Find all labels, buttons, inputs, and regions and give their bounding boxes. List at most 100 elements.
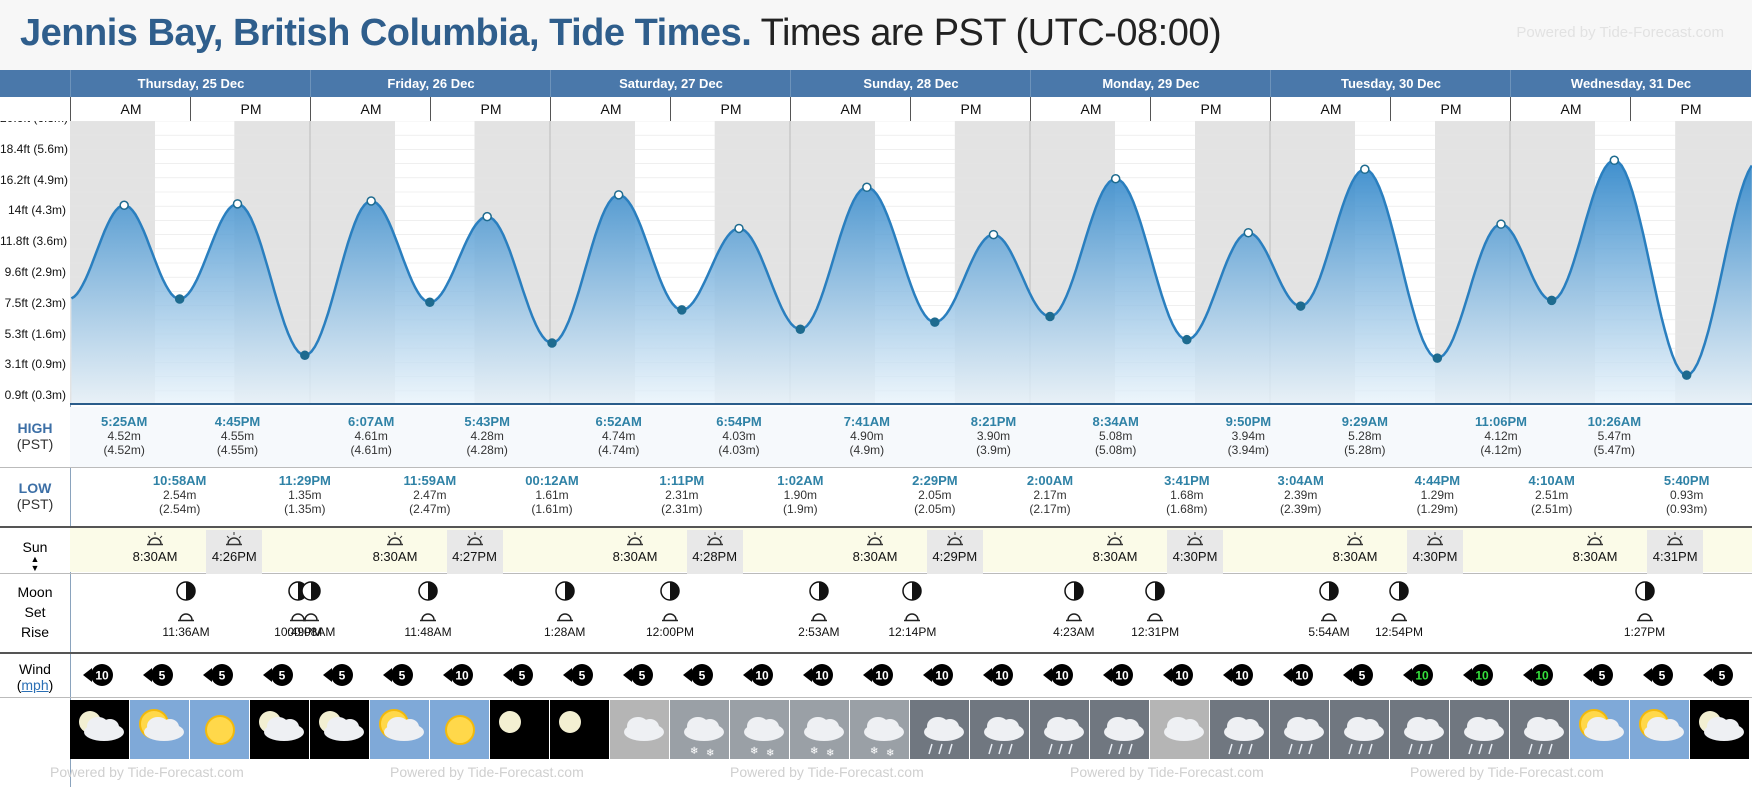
weather-icon-snow: ❄ ❄ [850,700,909,759]
weather-icon-snow: ❄ ❄ [790,700,849,759]
low-row-label: LOW (PST) [0,480,70,512]
low-tide-cell-time: 00:12AM [525,473,579,488]
high-tide-cell-height-paren: (5.28m) [1344,443,1386,457]
high-tide-cell-height: 4.28m [470,429,504,443]
low-tz-label: (PST) [16,496,54,512]
sunrise-cell: 8:30AM [367,530,423,574]
high-tide-cell-time: 7:41AM [843,414,890,429]
sunset-time: 4:30PM [1172,549,1218,564]
moon-event-time: 12:00PM [645,625,695,639]
high-tide-cell: 5:43PM 4.28m (4.28m) [459,415,515,458]
moon-phase-icon [789,580,849,605]
row-divider [0,573,1752,574]
high-tide-cell-time: 6:52AM [595,414,642,429]
sunrise-icon [1087,530,1143,549]
sunrise-icon [367,530,423,549]
high-tide-cell-height: 4.52m [107,429,141,443]
wind-arrow-icon: 10 [1283,664,1313,686]
low-tide-cell: 2:00AM 2.17m (2.17m) [1022,474,1078,517]
wind-speed: 10 [995,669,1009,683]
wind-speed: 10 [935,669,949,683]
high-tide-cell-height-paren: (4.61m) [350,443,392,457]
high-tide-point [1243,227,1254,238]
wind-arrow-icon: 10 [983,664,1013,686]
weather-icon-sun-cloud [1630,700,1689,759]
high-tide-cell: 6:07AM 4.61m (4.61m) [343,415,399,458]
high-tide-cell: 10:26AM 5.47m (5.47m) [1586,415,1642,458]
wind-speed: 5 [699,669,706,683]
wind-label: Wind [19,661,51,677]
weather-icon-night [490,700,549,759]
weather-icon-rain [1450,700,1509,759]
high-tz-label: (PST) [16,436,54,452]
title-timezone: Times are PST (UTC-08:00) [760,12,1222,54]
low-tide-cell-time: 1:02AM [777,473,824,488]
high-tide-cell-height-paren: (4.28m) [466,443,508,457]
title-place: Jennis Bay, British Columbia, Tide Times… [20,12,752,54]
low-tide-cell-height-paren: (0.93m) [1665,502,1708,516]
low-tide-cell-height: 2.31m [665,488,699,502]
wind-cell: 5 [310,660,370,694]
wind-speed: 10 [815,669,829,683]
y-tick-label: 7.5ft (2.3m) [4,295,66,310]
pm-label: PM [670,97,791,122]
high-tide-cell-height: 4.12m [1484,429,1518,443]
moon-event-time: 5:54AM [1308,625,1350,639]
wind-speed: 5 [1659,669,1666,683]
wind-arrow-icon: 10 [803,664,833,686]
day-header: Friday, 26 Dec [310,70,551,97]
svg-text:❄: ❄ [810,746,818,757]
moon-event-cell: 12:31PM [1125,580,1185,639]
moon-event-cell: 5:54AM [1299,580,1359,639]
wind-arrow-icon: 10 [1163,664,1193,686]
wind-cell: 10 [850,660,910,694]
sunrise-cell: 8:30AM [1567,530,1623,574]
wind-cell: 10 [1030,660,1090,694]
moon-phase-icon [640,580,700,605]
weather-icon-cloud [1150,700,1209,759]
am-label: AM [790,97,911,122]
wind-cell: 5 [370,660,430,694]
wind-speed: 10 [1115,669,1129,683]
sun-toggle-icon[interactable]: ▲ ▼ [30,554,40,573]
wind-cell: 5 [550,660,610,694]
moon-event-time: 12:14PM [888,625,937,639]
high-tide-cell-height: 4.55m [220,429,255,443]
sunrise-time: 8:30AM [1332,549,1378,564]
low-tide-cell-time: 10:58AM [152,473,207,488]
low-tide-point [547,338,557,348]
sunset-icon [687,530,743,549]
wind-arrow-icon: 10 [863,664,893,686]
moon-set-label: Set [24,604,46,620]
wind-cell: 10 [790,660,850,694]
low-tide-cell: 3:04AM 2.39m (2.39m) [1273,474,1329,517]
sunrise-cell: 8:30AM [607,530,663,574]
y-tick-label: 18.4ft (5.6m) [0,141,69,156]
wind-speed: 5 [219,669,226,683]
moonset-icon [1044,608,1104,625]
low-tide-point [930,317,940,327]
moonset-icon [281,608,341,625]
svg-text:❄: ❄ [706,748,714,759]
low-tide-cell-time: 2:29PM [912,473,958,488]
low-tide-cell-height: 2.51m [1534,488,1569,502]
wind-unit-link[interactable]: mph [21,677,49,693]
wind-cell: 10 [910,660,970,694]
wind-cell: 10 [70,660,130,694]
wind-speed: 5 [519,669,526,683]
wind-speed: 5 [579,669,586,683]
am-label: AM [550,97,671,122]
moon-event-time: 1:28AM [543,625,586,639]
high-tide-point [988,229,999,240]
high-tide-point [366,196,376,206]
wind-cell: 5 [670,660,730,694]
sunset-time: 4:30PM [1412,549,1458,564]
low-tide-cell: 5:40PM 0.93m (0.93m) [1659,474,1715,517]
high-tide-cell: 9:29AM 5.28m (5.28m) [1337,415,1393,458]
sunrise-time: 8:30AM [1572,549,1618,564]
powered-by-label: Powered by Tide-Forecast.com [1516,24,1724,41]
y-tick-label: 14ft (4.3m) [7,203,66,218]
svg-text:❄: ❄ [886,748,894,759]
wind-speed: 5 [639,669,646,683]
low-tide-cell-time: 11:29PM [278,473,331,488]
